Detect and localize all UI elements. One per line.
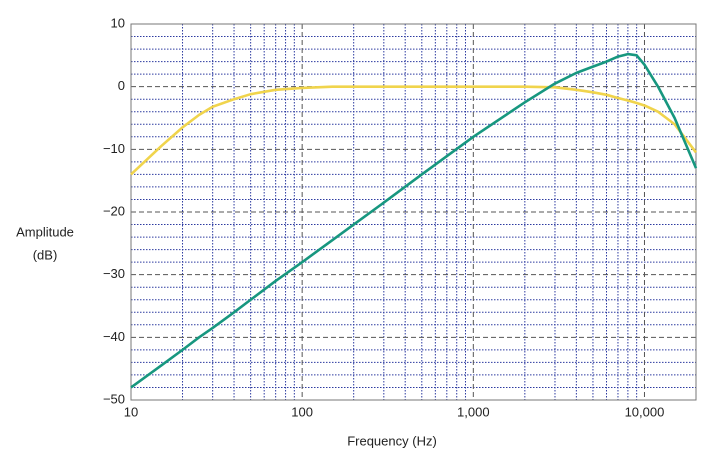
y-tick-label: −30 — [103, 266, 125, 281]
x-tick-label: 10,000 — [625, 404, 665, 419]
x-axis-label: Frequency (Hz) — [347, 433, 437, 448]
line-series — [130, 85, 698, 176]
y-tick-label: −20 — [103, 203, 125, 218]
y-axis-unit: (dB) — [33, 247, 58, 262]
y-tick-label: −50 — [103, 391, 125, 406]
plot-frame — [130, 23, 697, 401]
y-tick-label: 0 — [118, 78, 125, 93]
x-tick-label: 100 — [291, 404, 313, 419]
x-tick-label: 10 — [124, 404, 138, 419]
y-tick-label: 10 — [111, 15, 125, 30]
y-axis-label: Amplitude — [16, 224, 74, 239]
y-tick-label: −10 — [103, 141, 125, 156]
y-tick-label: −40 — [103, 329, 125, 344]
x-tick-label: 1,000 — [457, 404, 490, 419]
line-series — [130, 52, 698, 389]
